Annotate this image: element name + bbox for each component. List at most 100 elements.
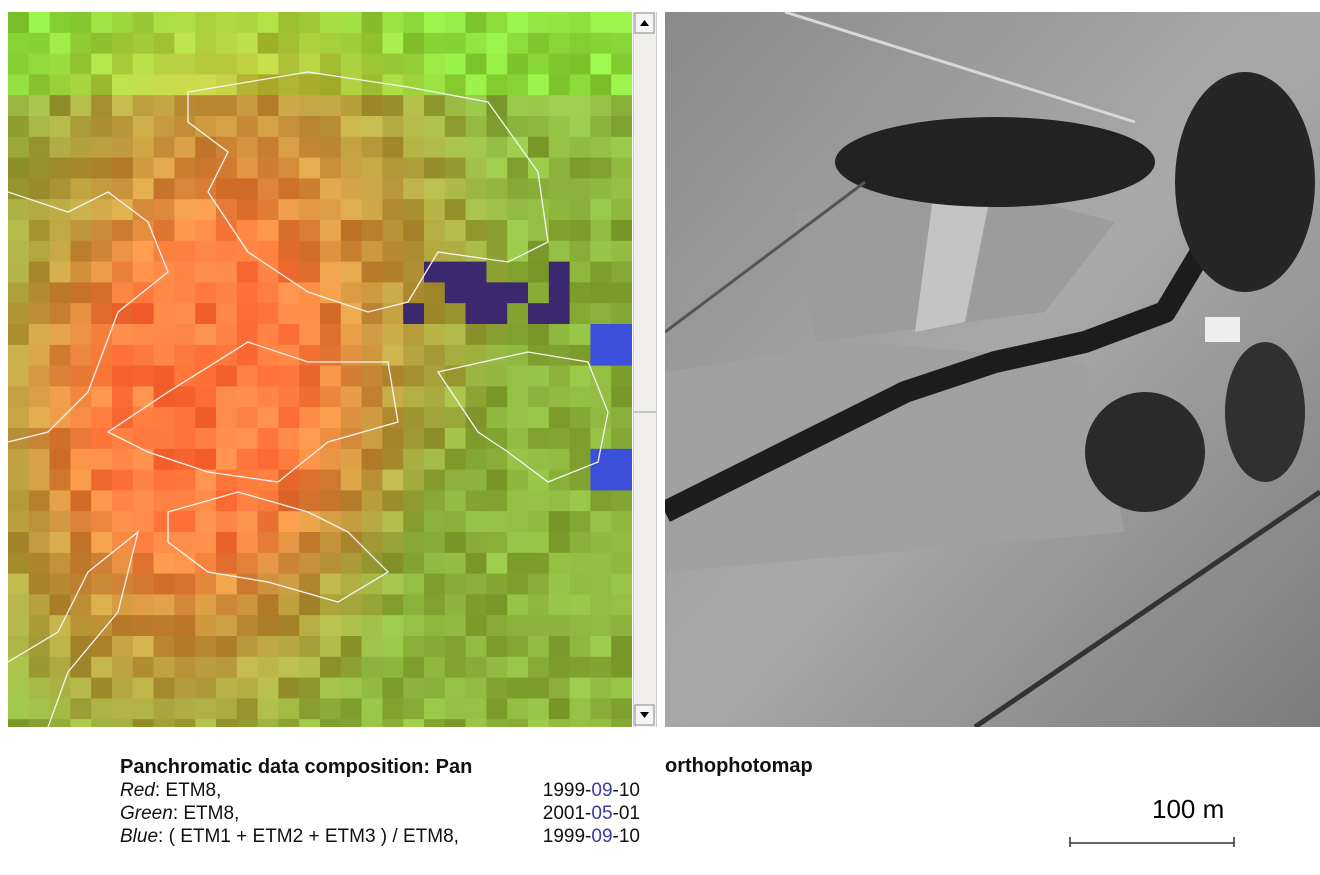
pixel — [445, 303, 466, 324]
pixel — [403, 220, 424, 241]
date-part: 1999- — [543, 780, 592, 801]
pixel — [403, 678, 424, 699]
pixel — [590, 345, 611, 366]
pixel — [570, 490, 591, 511]
pixel — [611, 678, 632, 699]
pixel — [570, 95, 591, 116]
pixel — [8, 178, 29, 199]
pixel — [382, 33, 403, 54]
pixel — [50, 386, 71, 407]
pixel — [8, 12, 29, 33]
pixel — [424, 553, 445, 574]
pixel — [403, 12, 424, 33]
pixel — [216, 428, 237, 449]
pixel — [611, 116, 632, 137]
pixel — [29, 324, 50, 345]
pixel — [237, 615, 258, 636]
pixel — [466, 574, 487, 595]
pixel — [299, 511, 320, 532]
pixel — [299, 324, 320, 345]
pixel — [549, 241, 570, 262]
pixel — [174, 594, 195, 615]
pixel — [570, 698, 591, 719]
pixel — [611, 95, 632, 116]
pixel — [403, 324, 424, 345]
pixel — [237, 386, 258, 407]
pixel — [341, 490, 362, 511]
pixel — [528, 490, 549, 511]
pixel — [382, 158, 403, 179]
pixel — [570, 657, 591, 678]
pixel — [507, 678, 528, 699]
pixel — [299, 428, 320, 449]
pixel — [174, 719, 195, 727]
pixel — [528, 636, 549, 657]
pixel — [237, 428, 258, 449]
pixel — [299, 116, 320, 137]
pixel — [507, 178, 528, 199]
pixel — [341, 54, 362, 75]
pixel — [486, 449, 507, 470]
pixel — [154, 532, 175, 553]
pixel — [278, 137, 299, 158]
pixel — [590, 386, 611, 407]
pixel — [486, 282, 507, 303]
pixel — [611, 428, 632, 449]
pixel — [341, 241, 362, 262]
pixel — [611, 345, 632, 366]
pixel — [466, 678, 487, 699]
pixel — [570, 719, 591, 727]
pixel — [549, 594, 570, 615]
pixel — [528, 594, 549, 615]
pixel — [299, 158, 320, 179]
pixel — [320, 12, 341, 33]
pixel — [29, 366, 50, 387]
pixel — [382, 449, 403, 470]
pixel — [445, 532, 466, 553]
pixel — [528, 137, 549, 158]
pixel — [362, 386, 383, 407]
pixel — [590, 116, 611, 137]
pixel — [258, 636, 279, 657]
pixel — [362, 324, 383, 345]
pixel — [611, 33, 632, 54]
pixel — [590, 553, 611, 574]
pixel — [112, 220, 133, 241]
pixel — [362, 158, 383, 179]
pixel — [29, 470, 50, 491]
pixel — [216, 95, 237, 116]
pixel — [70, 574, 91, 595]
pixel — [8, 532, 29, 553]
pixel — [29, 262, 50, 283]
pixel — [466, 511, 487, 532]
pixel — [403, 116, 424, 137]
pixel — [50, 490, 71, 511]
scrollbar[interactable] — [633, 12, 657, 727]
pixel — [8, 282, 29, 303]
pixel — [195, 594, 216, 615]
pixel — [466, 262, 487, 283]
pixel — [403, 345, 424, 366]
pixel — [278, 553, 299, 574]
pixel — [590, 470, 611, 491]
pixel — [258, 615, 279, 636]
pixel — [174, 470, 195, 491]
pixel — [299, 594, 320, 615]
pixel — [133, 241, 154, 262]
pixel — [299, 178, 320, 199]
pixel — [174, 407, 195, 428]
pixel — [507, 95, 528, 116]
pixel — [382, 366, 403, 387]
pixel — [237, 262, 258, 283]
pixel — [299, 553, 320, 574]
pixel — [466, 303, 487, 324]
pixel — [320, 137, 341, 158]
pixel — [445, 220, 466, 241]
date-part: -10 — [613, 826, 640, 847]
pixel — [8, 95, 29, 116]
pixel — [174, 511, 195, 532]
pixel — [278, 54, 299, 75]
pixel — [174, 74, 195, 95]
pixel — [299, 386, 320, 407]
pixel — [50, 532, 71, 553]
